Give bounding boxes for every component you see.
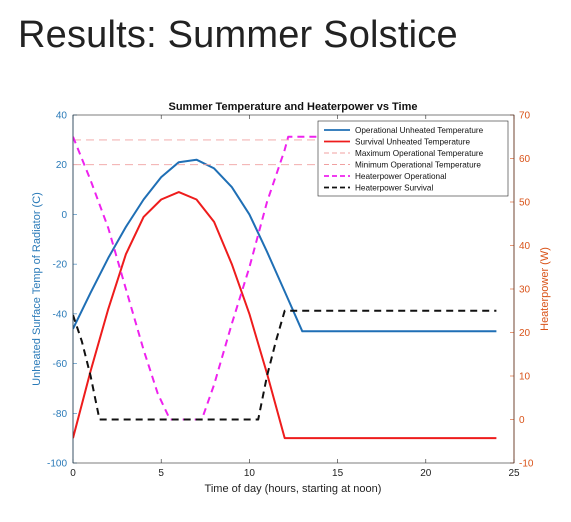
x-tick-label: 15 (332, 468, 344, 479)
y-tick-label-right: 30 (519, 285, 531, 296)
series-line-0 (73, 158, 497, 333)
x-tick-label: 10 (244, 468, 256, 479)
series-line-4 (73, 135, 497, 421)
plot-frame (72, 114, 515, 464)
y-tick-label-left: 40 (56, 111, 68, 122)
chart-title: Summer Temperature and Heaterpower vs Ti… (168, 101, 417, 113)
y-tick-label-right: -10 (519, 459, 534, 470)
legend-entry: Operational Unheated Temperature (355, 126, 484, 135)
x-axis-label: Time of day (hours, starting at noon) (205, 483, 382, 495)
x-tick-label: 5 (158, 468, 164, 479)
y-tick-label-right: 50 (519, 198, 531, 209)
y-tick-label-left: -20 (53, 260, 68, 271)
y-tick-label-right: 60 (519, 154, 531, 165)
x-tick-label: 0 (70, 468, 76, 479)
series-line-1 (73, 191, 497, 440)
y-tick-label-left: -100 (47, 459, 67, 470)
x-tick-label: 20 (420, 468, 432, 479)
y-tick-label-left: -40 (53, 309, 68, 320)
y-axis-label-right: Heaterpower (W) (539, 247, 551, 331)
y-tick-label-right: 0 (519, 415, 525, 426)
legend-entry: Heaterpower Operational (355, 172, 447, 181)
x-tick-label: 25 (508, 468, 520, 479)
legend-entry: Minimum Operational Temperature (355, 161, 481, 170)
series-line-5 (73, 309, 497, 421)
y-tick-label-left: -80 (53, 409, 68, 420)
y-tick-label-right: 40 (519, 241, 531, 252)
y-tick-label-right: 70 (519, 111, 531, 122)
legend-entry: Survival Unheated Temperature (355, 138, 470, 147)
y-axis-label-left: Unheated Surface Temp of Radiator (C) (31, 192, 43, 386)
y-tick-label-left: -60 (53, 359, 68, 370)
slide-title: Results: Summer Solstice (18, 14, 458, 56)
y-tick-label-left: 0 (61, 210, 67, 221)
y-tick-label-right: 10 (519, 372, 531, 383)
legend-entry: Heaterpower Survival (355, 184, 433, 193)
legend-box (317, 120, 509, 197)
legend-entry: Maximum Operational Temperature (355, 149, 484, 158)
y-tick-label-right: 20 (519, 328, 531, 339)
y-tick-label-left: 20 (56, 160, 68, 171)
